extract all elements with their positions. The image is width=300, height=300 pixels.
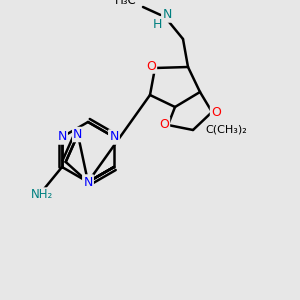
Text: N: N	[162, 8, 172, 22]
Text: H₃C: H₃C	[115, 0, 137, 8]
Text: O: O	[146, 59, 156, 73]
Text: O: O	[159, 118, 169, 130]
Text: N: N	[73, 128, 83, 141]
Text: N: N	[57, 130, 67, 143]
Text: NH₂: NH₂	[31, 188, 53, 202]
Text: N: N	[83, 176, 93, 188]
Text: H: H	[152, 17, 162, 31]
Text: C(CH₃)₂: C(CH₃)₂	[205, 125, 247, 135]
Text: O: O	[211, 106, 221, 119]
Text: N: N	[109, 130, 119, 143]
